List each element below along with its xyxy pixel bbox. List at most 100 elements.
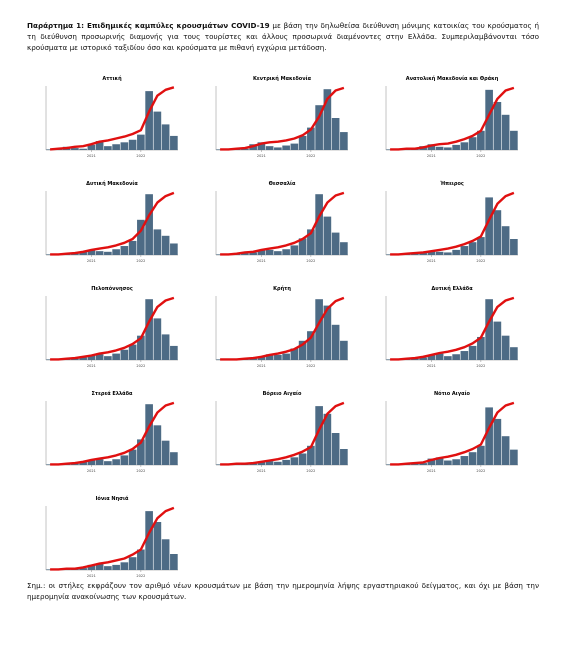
bar — [435, 457, 444, 465]
x-tick-label: 2021 — [87, 574, 96, 578]
x-tick-label: 2021 — [427, 364, 436, 368]
bar — [128, 344, 137, 360]
bar — [170, 135, 178, 150]
bar — [411, 463, 419, 465]
bar — [307, 127, 315, 150]
bar — [104, 356, 112, 360]
bar — [145, 194, 153, 255]
cumulative-line — [220, 86, 345, 151]
bar — [411, 253, 419, 255]
cumulative-line — [390, 296, 515, 361]
x-tick-label: 2022 — [306, 154, 315, 158]
cumulative-line — [50, 401, 175, 466]
bar — [137, 134, 145, 150]
bar — [501, 226, 510, 255]
bar — [112, 144, 120, 150]
cumulative-line — [220, 401, 345, 466]
bar — [452, 144, 460, 150]
bar — [444, 460, 452, 465]
cumulative-line — [50, 296, 175, 361]
x-tick-label: 2021 — [257, 469, 266, 473]
bar — [331, 324, 340, 360]
chart-panel: Στερεά Ελλάδα 2021 2022 — [45, 390, 178, 473]
bar — [340, 242, 348, 255]
cumulative-line — [50, 191, 175, 256]
bar — [274, 354, 282, 360]
bar — [128, 557, 137, 570]
bar — [493, 321, 502, 360]
bar — [298, 340, 307, 360]
bar — [435, 353, 444, 360]
bar — [274, 147, 282, 150]
chart-panel: Ιόνια Νησιά 2021 2022 — [45, 495, 178, 578]
bar — [282, 353, 290, 360]
bar — [95, 563, 104, 570]
bar — [290, 143, 299, 150]
bar — [307, 445, 315, 465]
cumulative-line — [50, 506, 175, 571]
cumulative-line — [390, 191, 515, 256]
chart-title: Ιόνια Νησιά — [96, 495, 129, 502]
bar — [112, 249, 120, 255]
bar — [87, 144, 96, 150]
bar — [468, 452, 477, 465]
x-tick-label: 2022 — [476, 154, 485, 158]
x-tick-label: 2022 — [136, 469, 145, 473]
bar — [485, 299, 493, 360]
x-tick-label: 2021 — [257, 259, 266, 263]
bar — [444, 147, 452, 150]
bar — [95, 141, 104, 150]
bar — [427, 354, 436, 360]
bar — [427, 251, 436, 255]
bar — [477, 130, 485, 150]
chart-panel: Ήπειρος 2021 2022 — [385, 180, 518, 263]
bar — [145, 91, 153, 150]
x-tick-label: 2022 — [476, 259, 485, 263]
bar — [315, 194, 323, 255]
bar — [95, 354, 104, 360]
bar — [444, 356, 452, 360]
chart-panel: Δυτική Ελλάδα 2021 2022 — [385, 285, 518, 368]
bar — [460, 246, 469, 255]
bar — [265, 146, 274, 150]
bar — [510, 347, 518, 360]
bar — [265, 461, 274, 465]
chart-title: Θεσσαλία — [269, 180, 296, 187]
x-tick-label: 2021 — [427, 259, 436, 263]
bar — [290, 245, 299, 255]
bar — [241, 148, 249, 150]
cumulative-line — [220, 191, 345, 256]
chart-title: Αττική — [102, 75, 122, 82]
bar — [477, 336, 485, 360]
header-title: Παράρτημα 1: Επιδημικές καμπύλες κρουσμά… — [27, 21, 270, 30]
bar — [315, 105, 323, 150]
bar — [104, 461, 112, 465]
bar — [307, 331, 315, 360]
bar — [265, 249, 274, 255]
bar — [460, 142, 469, 150]
bar — [79, 357, 87, 360]
bar — [282, 145, 290, 150]
bar — [452, 354, 460, 360]
bar — [153, 522, 162, 570]
bar — [452, 249, 460, 255]
x-tick-label: 2022 — [306, 259, 315, 263]
bar — [153, 318, 162, 360]
bar — [427, 458, 436, 465]
bar — [161, 235, 170, 255]
cumulative-line — [49, 86, 175, 151]
chart-panel: Θεσσαλία 2021 2022 — [215, 180, 348, 263]
bar — [323, 89, 332, 150]
cumulative-line — [220, 296, 345, 361]
bar — [419, 357, 427, 360]
bar — [137, 549, 145, 570]
bar — [282, 459, 290, 465]
bar — [257, 461, 266, 465]
bar — [485, 89, 493, 150]
x-tick-label: 2022 — [476, 364, 485, 368]
bar — [87, 355, 96, 360]
bar — [331, 118, 340, 150]
bar — [120, 349, 129, 360]
bar — [298, 238, 307, 255]
x-tick-label: 2022 — [306, 469, 315, 473]
